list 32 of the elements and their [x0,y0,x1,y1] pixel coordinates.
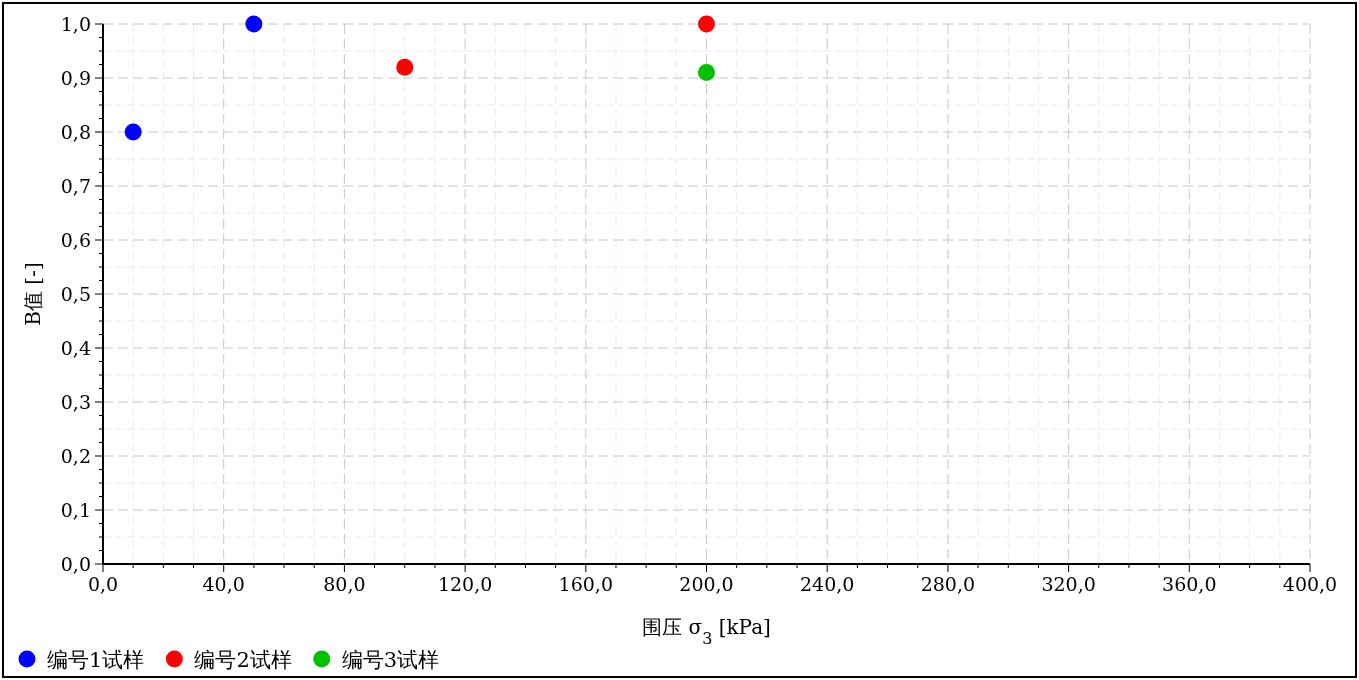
legend-label: 编号3试样 [341,648,440,672]
x-tick-label: 40,0 [202,573,245,595]
y-tick-label: 0,6 [60,229,91,251]
y-tick-label: 0,5 [60,283,91,305]
legend-label: 编号2试样 [194,648,292,672]
y-tick-label: 0,9 [60,67,91,89]
x-tick-label: 80,0 [323,573,366,595]
y-tick-label: 0,7 [60,175,91,197]
x-tick-label: 160,0 [558,573,613,595]
x-tick-label: 400,0 [1282,573,1338,595]
x-tick-label: 200,0 [679,573,734,595]
y-tick-label: 0,1 [60,499,91,521]
x-tick-label: 280,0 [920,573,976,595]
x-tick-label: 120,0 [437,573,493,595]
point [396,58,414,76]
legend-label: 编号1试样 [47,648,145,672]
y-tick-label: 0,8 [60,121,91,143]
x-tick-label: 0,0 [87,573,119,595]
point [245,15,263,33]
y-tick-label: 0,4 [60,337,91,359]
x-tick-label: 360,0 [1162,573,1217,595]
y-tick-label: 0,0 [60,553,91,575]
point [698,64,715,82]
x-tick-label: 240,0 [800,573,855,595]
x-tick-label: 320,0 [1041,573,1096,595]
y-tick-label: 0,2 [60,445,91,467]
point [698,15,715,33]
y-tick-label: 1,0 [60,13,91,35]
y-axis-title: B值 [-] [21,262,45,326]
point [124,123,142,141]
x-axis-title: 围压 σ$_{3}$ [kPa] [642,615,771,648]
y-tick-label: 0,3 [60,391,91,413]
